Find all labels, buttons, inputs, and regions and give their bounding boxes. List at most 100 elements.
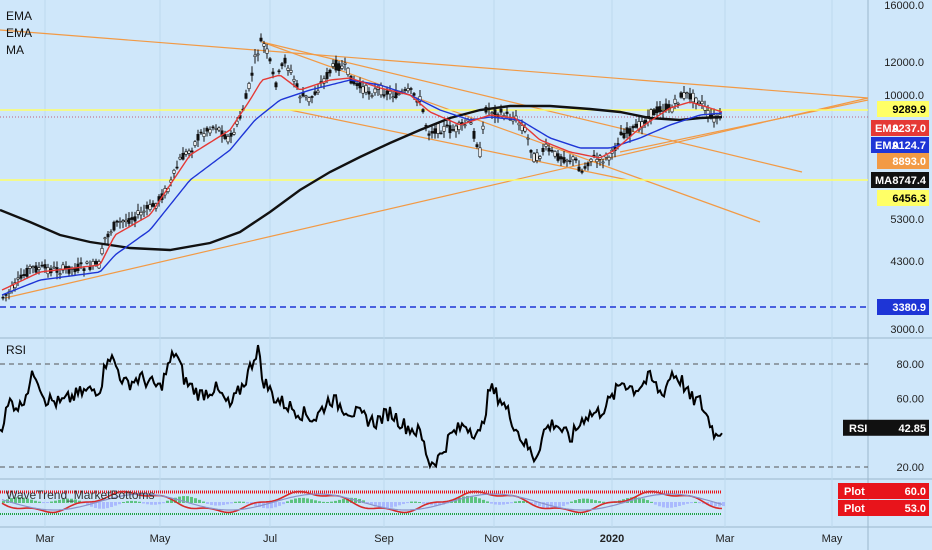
candle-body	[430, 131, 434, 134]
candle-body	[145, 205, 149, 209]
price-tag: 8893.0	[877, 153, 929, 169]
candle-body	[373, 88, 377, 94]
candle-body	[469, 122, 473, 125]
candle-body	[190, 150, 194, 153]
legend-ma[interactable]: MA	[6, 43, 24, 57]
candle-body	[40, 264, 44, 267]
trendlines[interactable]	[0, 29, 869, 299]
wave-histogram-bar	[58, 499, 61, 503]
wave-histogram-bar	[378, 502, 381, 508]
wave-histogram-bar	[490, 502, 493, 504]
legend-rsi[interactable]: RSI	[6, 343, 27, 357]
wave-histogram-bar	[38, 501, 41, 503]
wave-histogram-bar	[586, 498, 589, 503]
candle-body	[565, 159, 569, 162]
candle-body	[103, 237, 107, 240]
wave-histogram-bar	[162, 502, 165, 504]
price-tag-value: 9124.7	[892, 140, 926, 152]
candle-body	[112, 221, 116, 231]
wave-histogram-bar	[662, 502, 665, 508]
legend-main: EMA EMA MA	[6, 8, 32, 59]
candle-body	[22, 274, 26, 277]
wave-histogram-bar	[106, 502, 109, 509]
wave-histogram-bar	[394, 502, 397, 507]
candle-body	[526, 137, 530, 140]
rsi-line[interactable]	[0, 344, 723, 470]
wave-histogram-bar	[186, 496, 189, 503]
wave-histogram-bar	[390, 502, 393, 508]
candle-body	[601, 161, 605, 164]
wave-histogram-bar	[642, 498, 645, 503]
price-tag-bg	[877, 190, 929, 206]
wave-histogram-bar	[598, 501, 601, 503]
wave-histogram-bar	[342, 498, 345, 503]
candle-body	[544, 143, 548, 147]
price-tick-label: 3000.0	[890, 324, 924, 336]
candle-body	[265, 48, 269, 54]
wave-histogram-bar	[114, 502, 117, 506]
candle-body	[391, 96, 395, 99]
candle-body	[133, 216, 137, 222]
wave-histogram-bar	[194, 498, 197, 503]
wave-histogram-bar	[578, 499, 581, 503]
price-tag-bg	[871, 172, 929, 188]
candle-body	[625, 127, 629, 134]
wave-histogram-bar	[514, 501, 517, 503]
wave-histogram-bar	[362, 500, 365, 503]
candle-body	[208, 129, 212, 134]
horizontal-levels[interactable]	[0, 109, 868, 308]
candle-body	[31, 266, 35, 269]
wave-histogram-bar	[702, 502, 705, 504]
candle-body	[655, 106, 659, 114]
ma-line[interactable]	[0, 104, 723, 252]
candle-body	[139, 212, 143, 216]
legend-wavetrend[interactable]: WaveTrend_MarketBottoms	[6, 488, 155, 502]
candle-body	[106, 233, 110, 238]
candle-body	[517, 122, 521, 126]
candle-body	[115, 220, 119, 223]
candle-body	[490, 112, 494, 114]
wave-histogram-bar	[26, 498, 29, 503]
wave-histogram-bar	[422, 502, 425, 504]
wave-histogram-bar	[722, 502, 725, 507]
candle-body	[1, 296, 5, 299]
candle-body	[568, 160, 572, 163]
wave-tag-bg	[838, 500, 929, 516]
candle-body	[451, 129, 455, 131]
wave-histogram-bar	[674, 502, 677, 508]
wave-histogram-bar	[534, 502, 537, 505]
wave-line-2	[1, 493, 723, 511]
wave-histogram-bar	[110, 502, 113, 508]
candle-body	[442, 126, 446, 132]
ema-fast-line[interactable]	[1, 74, 723, 291]
wave-histogram-bar	[202, 501, 205, 503]
candle-body	[82, 268, 86, 271]
wave-histogram-bar	[366, 502, 369, 504]
wave-histogram-bar	[522, 500, 525, 503]
trendline	[261, 41, 761, 223]
price-axis-background	[868, 0, 932, 550]
legend-ema-fast[interactable]: EMA	[6, 9, 33, 23]
candle-body	[682, 92, 686, 99]
price-tag: MA 8747.4	[871, 172, 929, 188]
wave-histogram-bar	[346, 498, 349, 503]
candle-body	[130, 217, 134, 220]
wave-histogram-bar	[454, 499, 457, 503]
candle-body	[34, 265, 38, 273]
candle-body	[52, 266, 56, 269]
wave-histogram-bar	[258, 502, 261, 508]
wave-histogram-bar	[126, 501, 129, 503]
wave-histogram-bar	[118, 502, 121, 505]
wave-histogram-bar	[238, 501, 241, 503]
wave-histogram-bar	[502, 502, 505, 505]
wave-histogram-bar	[646, 500, 649, 503]
legend-ema-slow[interactable]: EMA	[6, 26, 33, 40]
candle-body	[649, 109, 653, 119]
wave-histogram-bar	[298, 497, 301, 503]
price-tag-bg	[877, 101, 929, 117]
candle-body	[685, 92, 689, 94]
wave-histogram-bar	[666, 502, 669, 508]
candle-body	[355, 83, 359, 86]
